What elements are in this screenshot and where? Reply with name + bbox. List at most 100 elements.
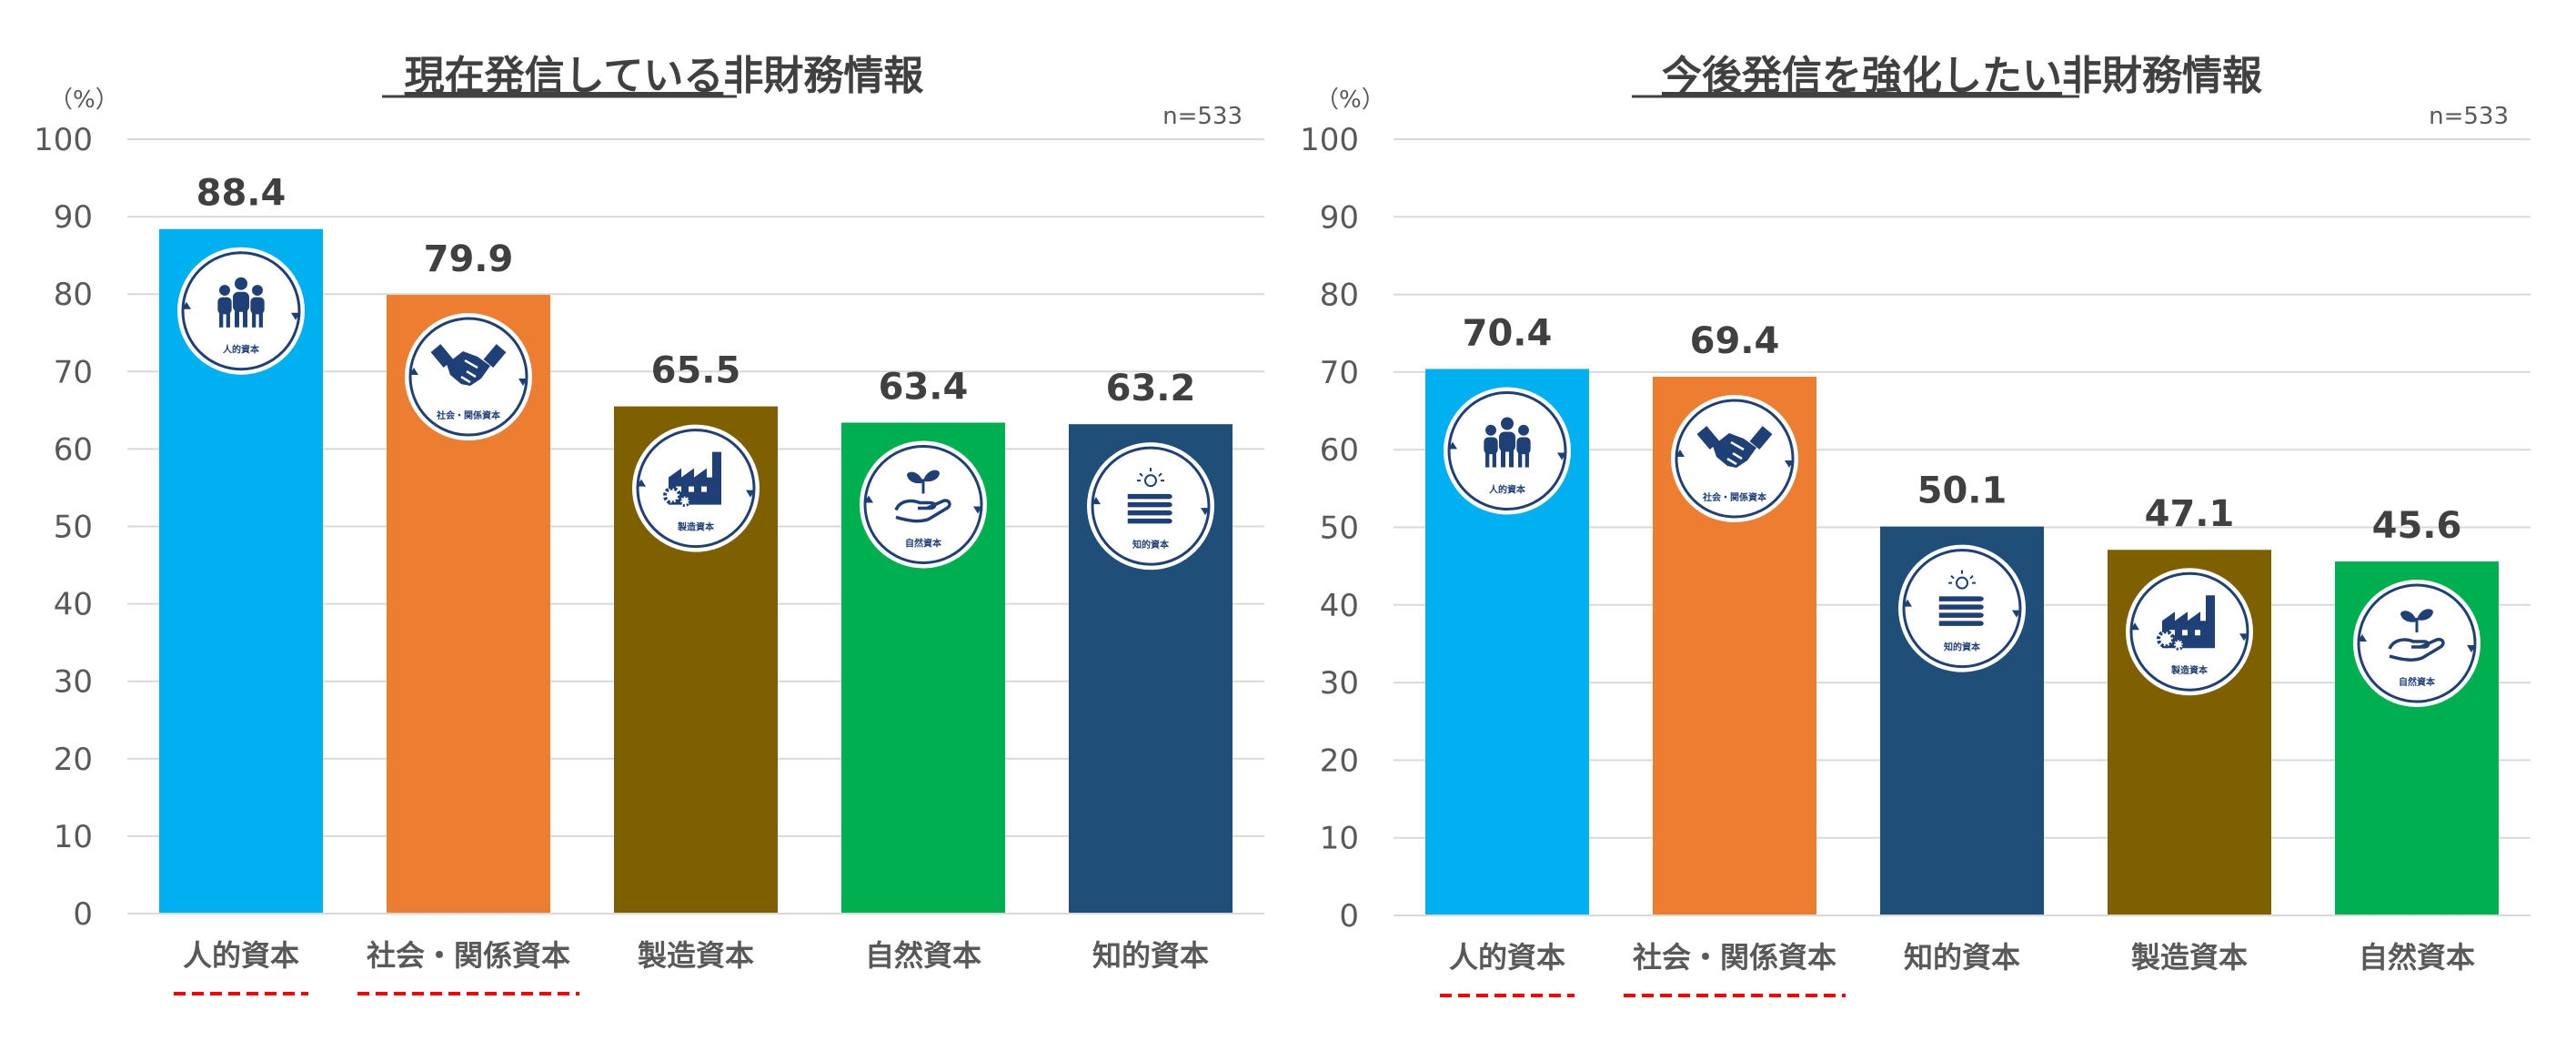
- icon-badge-ring: [2129, 571, 2249, 692]
- x-tick-label: 知的資本: [1092, 938, 1209, 973]
- y-tick-label: 0: [73, 896, 93, 933]
- icon-badge-ring: [863, 444, 983, 564]
- data-label: 65.5: [651, 350, 741, 392]
- icon-caption: 製造資本: [677, 521, 715, 533]
- y-tick-label: 100: [34, 122, 93, 158]
- icon-caption: 人的資本: [223, 344, 260, 356]
- handshake-icon: 社会・関係資本: [1671, 395, 1798, 523]
- icon-glyph: [1484, 417, 1531, 468]
- chart-title-rest: 非財務情報: [2062, 53, 2262, 99]
- data-label: 63.4: [879, 366, 969, 408]
- light-rays-icon: [1948, 570, 1976, 584]
- sample-size: n=533: [1162, 103, 1243, 130]
- chart-title-rest: 非財務情報: [723, 53, 923, 99]
- person-head-icon: [1485, 424, 1496, 436]
- y-tick-label: 80: [1320, 278, 1359, 314]
- icon-badge-ring: [1902, 549, 2022, 669]
- person-body-icon: [233, 291, 249, 312]
- plant-hand-icon: 自然資本: [860, 440, 987, 569]
- cuff-left-icon: [1696, 426, 1720, 450]
- factory-window-icon: [2182, 630, 2188, 636]
- icon-caption: 社会・関係資本: [1702, 491, 1767, 503]
- icon-glyph: [217, 277, 265, 328]
- person-body-icon: [1484, 437, 1498, 455]
- leaf-icon: [2417, 609, 2433, 621]
- y-tick-label: 40: [54, 587, 93, 623]
- gear-icon: [663, 486, 681, 505]
- data-label: 69.4: [1690, 320, 1780, 362]
- handshake-icon: 社会・関係資本: [405, 313, 532, 441]
- data-label: 47.1: [2145, 493, 2235, 535]
- people-icon: 人的資本: [177, 247, 305, 375]
- y-axis-unit: （%）: [49, 86, 119, 114]
- y-tick-label: 70: [1320, 355, 1359, 391]
- person-leg-icon: [1485, 451, 1490, 468]
- person-head-icon: [235, 277, 247, 290]
- hand-icon: [894, 499, 951, 523]
- icon-glyph: [2388, 609, 2445, 662]
- icon-badge-outer: [2353, 580, 2480, 708]
- lightbulb-icon: [1956, 576, 1968, 590]
- x-tick-label: 社会・関係資本: [1633, 940, 1836, 975]
- person-leg-icon: [219, 311, 224, 328]
- y-tick-label: 90: [1320, 199, 1359, 236]
- books-idea-icon: 知的資本: [1087, 442, 1214, 571]
- chart-2: 今後発信を強化したい非財務情報 （%） n=533 0 10 20 30 40 50 60 70 80…: [1300, 53, 2531, 997]
- cuff-right-icon: [1749, 426, 1773, 450]
- x-tick-label: 製造資本: [2131, 940, 2248, 975]
- y-tick-label: 40: [1320, 588, 1359, 624]
- gear-icon: [2157, 630, 2175, 649]
- light-rays-icon: [1137, 468, 1164, 482]
- x-tick-label: 製造資本: [638, 938, 754, 973]
- icon-badge-ring: [1675, 399, 1795, 519]
- y-tick-label: 50: [1320, 510, 1359, 547]
- x-tick-label: 人的資本: [183, 938, 299, 973]
- icon-caption: 製造資本: [2170, 664, 2209, 676]
- person-leg-icon: [1524, 451, 1529, 468]
- person-leg-icon: [1509, 449, 1514, 468]
- person-body-icon: [1516, 437, 1531, 455]
- books-idea-icon: 知的資本: [1898, 544, 2026, 672]
- cuff-left-icon: [430, 344, 454, 368]
- icon-glyph: [1696, 426, 1773, 469]
- icon-badge-ring: [1091, 446, 1211, 566]
- data-label: 45.6: [2372, 505, 2462, 547]
- factory-window-icon: [689, 486, 694, 492]
- book-icon: [1126, 517, 1174, 525]
- icon-caption: 人的資本: [1489, 483, 1526, 495]
- chart-title: 今後発信を強化したい非財務情報: [1662, 53, 2262, 99]
- people-icon: 人的資本: [1444, 387, 1571, 515]
- book-icon: [1937, 619, 1986, 628]
- icon-badge-ring: [1447, 390, 1567, 510]
- icon-glyph: [894, 470, 951, 523]
- icon-caption: 自然資本: [905, 537, 942, 549]
- person-head-icon: [1518, 424, 1529, 436]
- y-tick-label: 50: [54, 510, 93, 546]
- data-label: 79.9: [424, 238, 514, 280]
- leaf-icon: [907, 471, 923, 484]
- factory-window-icon: [2169, 630, 2175, 636]
- icon-glyph: [430, 344, 507, 387]
- cuff-right-icon: [483, 344, 507, 368]
- icon-badge-outer: [860, 440, 987, 569]
- factory-window-icon: [2195, 630, 2200, 636]
- y-tick-label: 90: [54, 199, 93, 236]
- factory-window-icon: [701, 486, 707, 492]
- person-head-icon: [219, 285, 230, 296]
- icon-badge-ring: [181, 251, 301, 371]
- person-leg-icon: [235, 308, 239, 328]
- gear-icon: [679, 495, 691, 508]
- icon-glyph: [663, 451, 721, 508]
- factory-building-icon: [669, 451, 721, 505]
- person-leg-icon: [1492, 451, 1496, 468]
- chart-title: 現在発信している非財務情報: [405, 53, 924, 99]
- y-tick-label: 30: [1320, 665, 1359, 702]
- chart-title-underlined: 今後発信を強化したい: [1662, 53, 2062, 99]
- icon-glyph: [1937, 570, 1986, 628]
- person-body-icon: [1499, 431, 1515, 452]
- plant-hand-icon: 自然資本: [2353, 580, 2480, 708]
- y-tick-label: 20: [1320, 743, 1359, 779]
- finger-lines-icon: [460, 359, 478, 384]
